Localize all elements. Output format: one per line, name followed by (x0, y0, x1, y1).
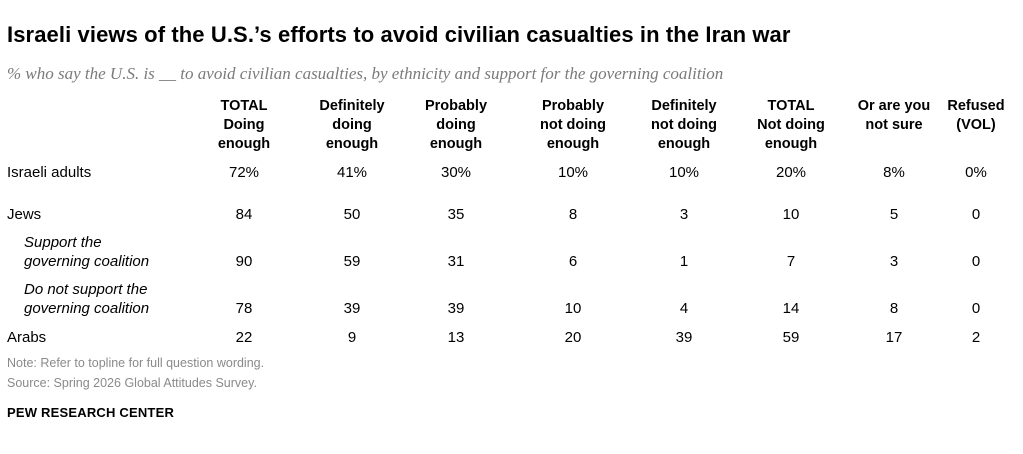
column-header-line: not doing (650, 117, 718, 133)
table-cell: 39 (447, 300, 465, 317)
row-label: Jews (7, 205, 41, 224)
row-label-line: Do not support the (24, 281, 148, 298)
table-cell: 20 (564, 329, 582, 346)
table-cell: 78 (235, 300, 253, 317)
table-cell: 59 (343, 253, 361, 270)
table-cell: 84 (235, 206, 253, 223)
chart-title: Israeli views of the U.S.’s efforts to a… (7, 22, 791, 47)
column-header: Probably not doing enough (518, 97, 628, 154)
column-header: Refused (VOL) (921, 97, 1023, 135)
column-header-line: (VOL) (956, 117, 996, 133)
column-header-line: Not doing (757, 117, 825, 133)
table-cell: 59 (782, 329, 800, 346)
column-header-line: TOTAL (767, 98, 815, 114)
column-header-line: enough (764, 136, 818, 152)
column-header: TOTAL Not doing enough (736, 97, 846, 154)
table-cell: 10% (668, 164, 700, 181)
table-cell: 10 (564, 300, 582, 317)
table-cell: 0 (971, 300, 981, 317)
table-cell: 41% (336, 164, 368, 181)
row-label-line: Support the (24, 234, 102, 251)
column-header-line: doing (436, 117, 476, 133)
table-cell: 6 (568, 253, 578, 270)
table-cell: 2 (971, 329, 981, 346)
table-cell: 3 (889, 253, 899, 270)
column-header-line: enough (429, 136, 483, 152)
table-cell: 4 (679, 300, 689, 317)
row-label: Do not support the governing coalition (24, 280, 149, 318)
column-header-line: not sure (865, 117, 923, 133)
table-cell: 50 (343, 206, 361, 223)
table-cell: 20% (775, 164, 807, 181)
column-header-line: Probably (541, 98, 605, 114)
table-cell: 90 (235, 253, 253, 270)
table-cell: 17 (885, 329, 903, 346)
column-header-line: Or are you (857, 98, 931, 114)
column-header-line: Probably (424, 98, 488, 114)
table-cell: 30% (440, 164, 472, 181)
table-cell: 72% (228, 164, 260, 181)
brand-label: PEW RESEARCH CENTER (7, 405, 175, 420)
row-label-line: governing coalition (24, 253, 150, 270)
column-header: Probably doing enough (401, 97, 511, 154)
column-header: Definitely not doing enough (629, 97, 739, 154)
column-header: Or are you not sure (839, 97, 949, 135)
table-cell: 8 (889, 300, 899, 317)
table-cell: 35 (447, 206, 465, 223)
column-header-line: enough (325, 136, 379, 152)
column-header-line: Doing (223, 117, 265, 133)
table-cell: 0 (971, 206, 981, 223)
table-cell: 39 (343, 300, 361, 317)
table-cell: 39 (675, 329, 693, 346)
table-cell: 7 (786, 253, 796, 270)
source-text: Source: Spring 2026 Global Attitudes Sur… (7, 376, 257, 390)
row-label: Arabs (7, 328, 46, 347)
row-label-line: governing coalition (24, 300, 150, 317)
column-header-line: Definitely (651, 98, 717, 114)
chart-subtitle: % who say the U.S. is __ to avoid civili… (7, 64, 724, 83)
table-cell: 1 (679, 253, 689, 270)
column-header-line: Definitely (319, 98, 385, 114)
row-label: Israeli adults (7, 163, 91, 182)
table-cell: 31 (447, 253, 465, 270)
column-header: TOTAL Doing enough (189, 97, 299, 154)
note-text: Note: Refer to topline for full question… (7, 356, 265, 370)
row-label-line: Arabs (7, 329, 47, 346)
table-cell: 14 (782, 300, 800, 317)
column-header-line: enough (546, 136, 600, 152)
row-label-line: Israeli adults (7, 164, 92, 181)
table-cell: 5 (889, 206, 899, 223)
table-cell: 13 (447, 329, 465, 346)
table-cell: 8 (568, 206, 578, 223)
table-cell: 3 (679, 206, 689, 223)
table-cell: 0% (965, 164, 987, 181)
row-label-line: Jews (7, 206, 42, 223)
column-header-line: enough (657, 136, 711, 152)
column-header-line: not doing (539, 117, 607, 133)
table-cell: 9 (347, 329, 357, 346)
column-header: Definitely doing enough (297, 97, 407, 154)
column-header-line: TOTAL (220, 98, 268, 114)
row-label: Support the governing coalition (24, 233, 149, 271)
table-cell: 8% (883, 164, 905, 181)
table-cell: 10 (782, 206, 800, 223)
table-cell: 22 (235, 329, 253, 346)
table-cell: 10% (557, 164, 589, 181)
column-header-line: doing (332, 117, 372, 133)
column-header-line: enough (217, 136, 271, 152)
column-header-line: Refused (947, 98, 1005, 114)
table-cell: 0 (971, 253, 981, 270)
